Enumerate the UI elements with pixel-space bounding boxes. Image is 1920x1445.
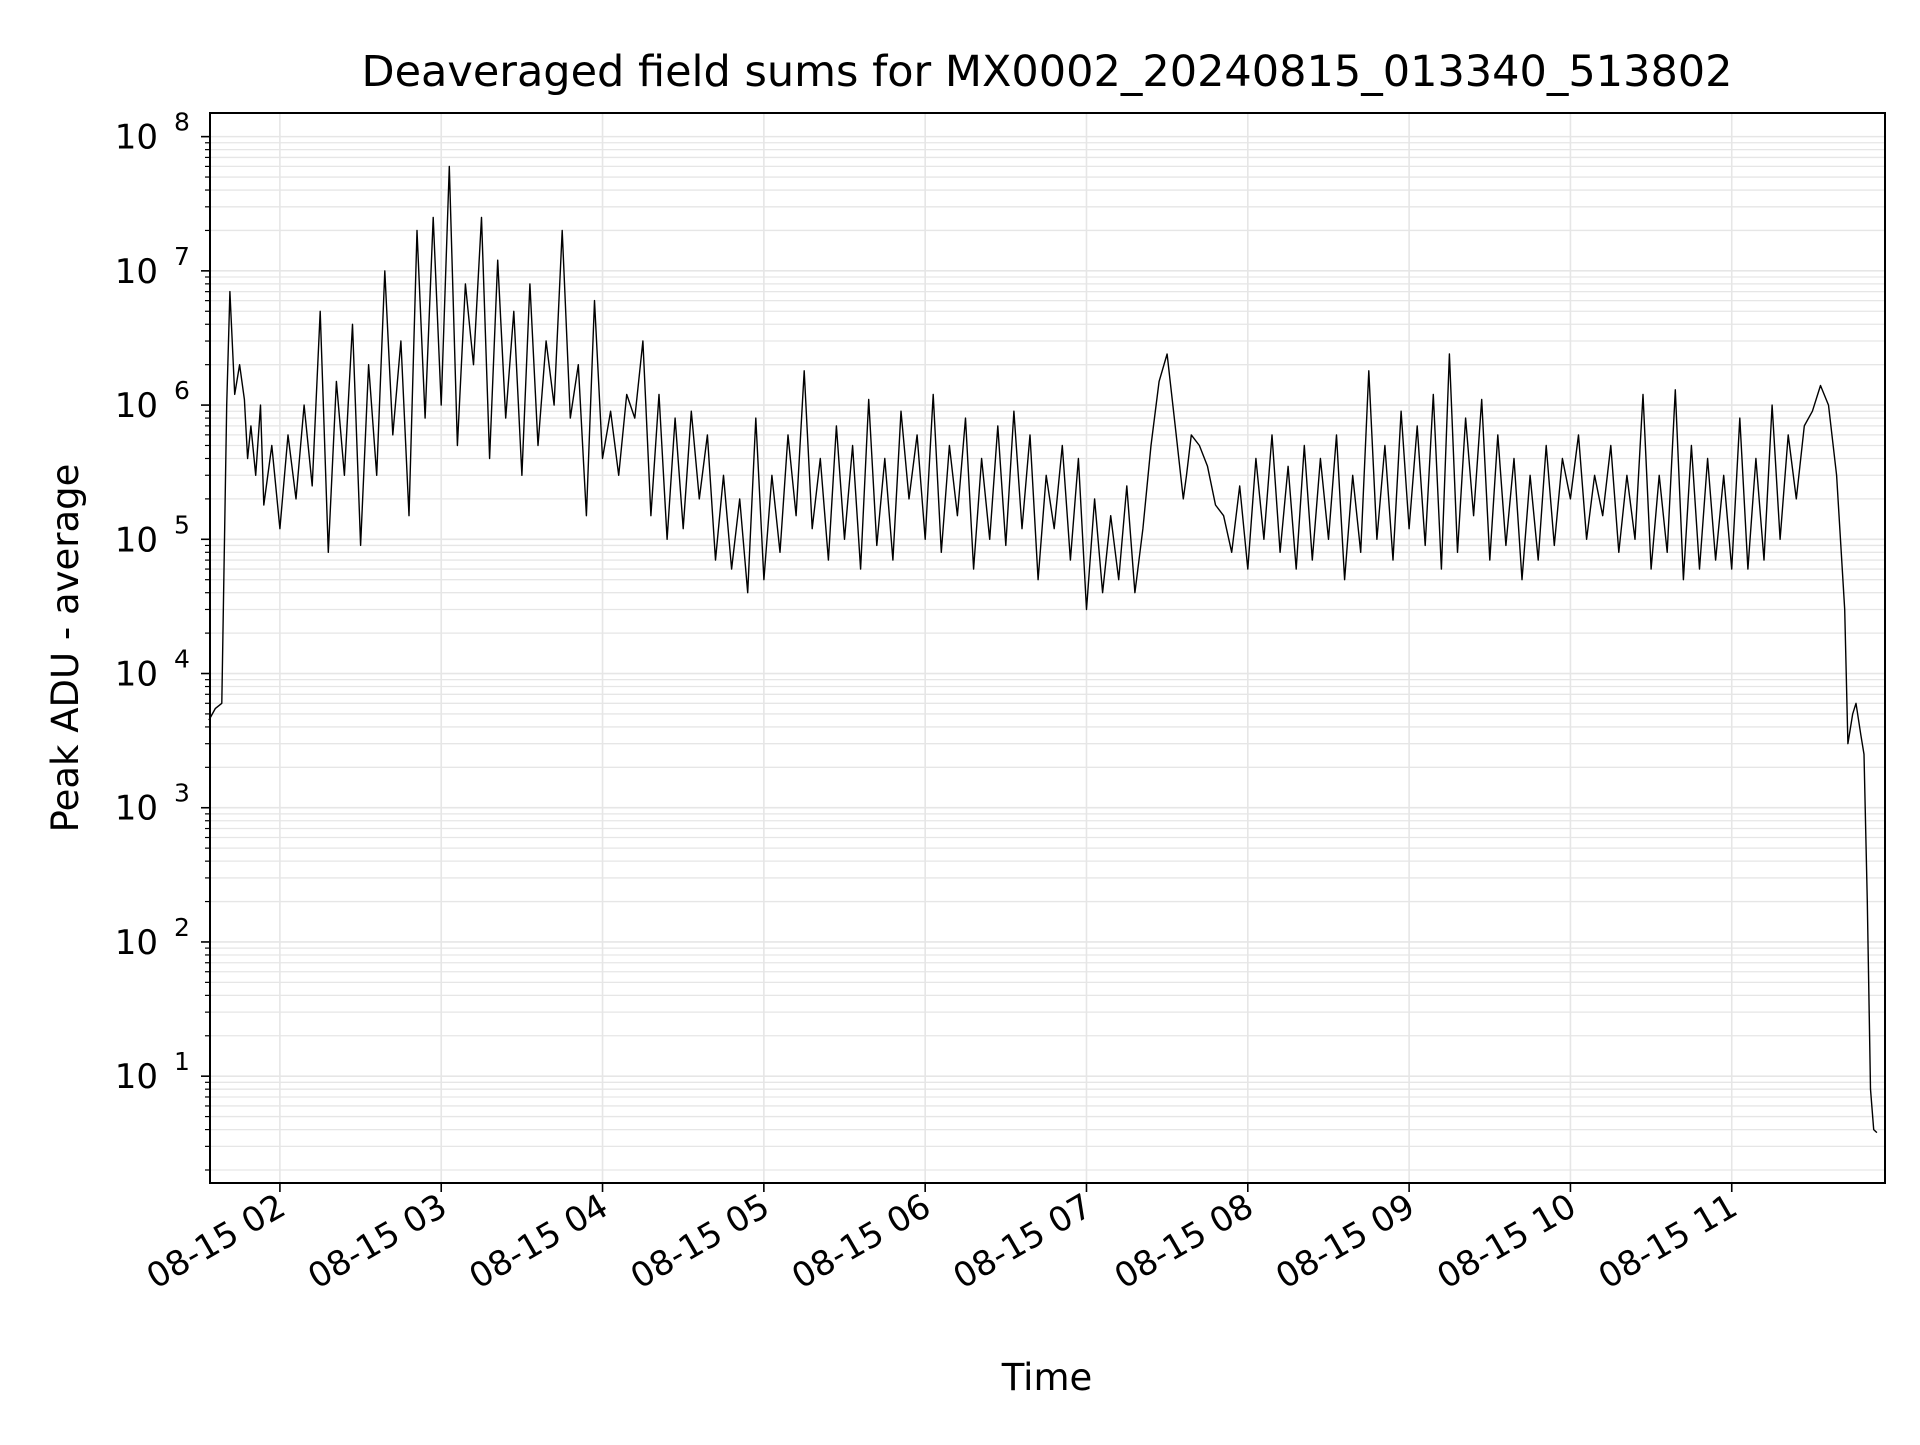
y-tick-exponent: 1 (174, 1047, 190, 1076)
chart-title: Deaveraged field sums for MX0002_2024081… (361, 47, 1732, 97)
y-tick-exponent: 6 (174, 376, 190, 405)
line-layer (208, 165, 1878, 1134)
y-tick-label: 10 (115, 655, 158, 695)
y-tick-exponent: 8 (174, 108, 190, 137)
y-tick-label: 10 (115, 386, 158, 426)
y-tick-exponent: 5 (174, 510, 190, 539)
x-axis-label: Time (1001, 1356, 1093, 1399)
plot-area-frame (209, 112, 1886, 1184)
y-axis-label: Peak ADU - average (44, 464, 87, 833)
series-line (208, 165, 1878, 1134)
y-tick-exponent: 3 (174, 779, 190, 808)
y-tick-exponent: 4 (174, 645, 190, 674)
y-tick-exponent: 2 (174, 913, 190, 942)
y-tick-label: 10 (115, 118, 158, 158)
y-tick-label: 10 (115, 1057, 158, 1097)
y-tick-exponent: 7 (174, 242, 190, 271)
tick-layer (201, 135, 1733, 1192)
y-tick-label: 10 (115, 252, 158, 292)
y-tick-label: 10 (115, 789, 158, 829)
grid-layer (210, 113, 1885, 1183)
y-tick-label: 10 (115, 923, 158, 963)
y-tick-label: 10 (115, 520, 158, 560)
